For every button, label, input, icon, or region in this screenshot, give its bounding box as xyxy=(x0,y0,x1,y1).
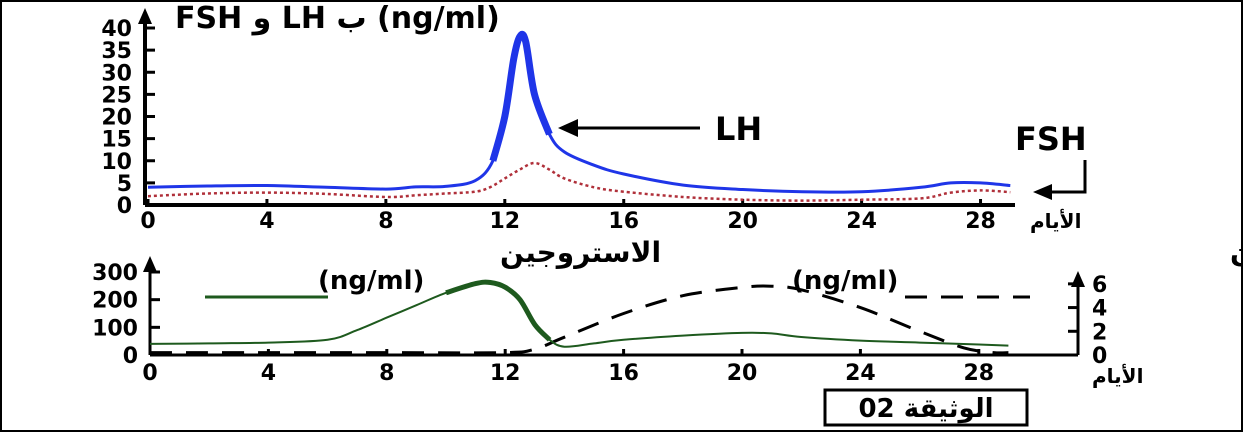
top-y-tick-label: 35 xyxy=(101,39,132,64)
bottom-x-axis-label: الأيام xyxy=(1092,363,1143,388)
bottom-right-y-tick-label: 0 xyxy=(1092,344,1107,369)
top-y-tick-label: 20 xyxy=(101,106,132,131)
top-y-tick-label: 30 xyxy=(101,61,132,86)
estrogen-peak-thick xyxy=(445,279,552,342)
bottom-left-y-axis-arrow xyxy=(143,256,157,272)
top-x-tick-label: 24 xyxy=(846,209,877,234)
top-x-tick-label: 0 xyxy=(140,209,155,234)
lh-annotation-label: LH xyxy=(715,110,762,148)
top-y-tick-label: 0 xyxy=(117,194,132,219)
top-x-tick-label: 12 xyxy=(489,209,520,234)
fsh-annotation-label: FSH xyxy=(1015,120,1087,158)
doc-label-text: الوثيقة 02 xyxy=(858,394,993,424)
fsh-annotation-arrowhead xyxy=(1033,184,1052,200)
bottom-x-tick-label: 16 xyxy=(608,361,639,386)
top-x-tick-label: 4 xyxy=(259,209,274,234)
bottom-right-y-tick-label: 6 xyxy=(1092,273,1107,298)
top-y-tick-label: 15 xyxy=(101,128,132,153)
bottom-x-tick-label: 24 xyxy=(845,361,876,386)
bottom-x-tick-label: 20 xyxy=(727,361,758,386)
lh-peak-thick xyxy=(489,30,553,162)
top-y-axis-arrow xyxy=(138,8,152,24)
bottom-x-tick-label: 12 xyxy=(490,361,521,386)
bottom-left-y-tick-label: 100 xyxy=(92,316,138,341)
doc-label-box xyxy=(823,388,1029,427)
estrogen-legend-unit: (ng/ml) xyxy=(318,266,424,296)
estrogen-legend-name: الاستروجين xyxy=(500,236,661,269)
bottom-x-tick-label: 4 xyxy=(261,361,276,386)
top-x-tick-label: 28 xyxy=(965,209,996,234)
top-x-tick-label: 20 xyxy=(727,209,758,234)
top-x-tick-label: 16 xyxy=(608,209,639,234)
fsh-annotation-arrow-line xyxy=(1050,160,1087,194)
progesterone-series-line xyxy=(150,284,1009,355)
lh-series-line xyxy=(147,32,1011,194)
bottom-x-tick-label: 28 xyxy=(963,361,994,386)
bottom-right-y-tick-label: 2 xyxy=(1092,320,1107,345)
top-x-axis-label: الأيام xyxy=(1030,208,1081,233)
top-y-tick-label: 40 xyxy=(101,17,132,42)
bottom-x-tick-label: 8 xyxy=(379,361,394,386)
progesterone-legend-name: البروجستيرون xyxy=(1230,236,1243,269)
fsh-series-line xyxy=(147,161,1011,202)
bottom-x-tick-label: 0 xyxy=(142,361,157,386)
bottom-right-y-tick-label: 4 xyxy=(1092,297,1107,322)
top-x-tick-label: 8 xyxy=(378,209,393,234)
bottom-left-y-tick-label: 200 xyxy=(92,289,138,314)
progesterone-legend-unit: (ng/ml) xyxy=(792,266,898,296)
top-chart-title: FSH و LH ب (ng/ml) xyxy=(175,1,500,36)
top-y-tick-label: 25 xyxy=(101,83,132,108)
bottom-left-y-tick-label: 300 xyxy=(92,261,138,286)
top-y-tick-label: 5 xyxy=(117,172,132,197)
bottom-left-y-tick-label: 0 xyxy=(123,344,138,369)
top-y-tick-label: 10 xyxy=(101,150,132,175)
lh-annotation-arrowhead xyxy=(558,119,578,137)
